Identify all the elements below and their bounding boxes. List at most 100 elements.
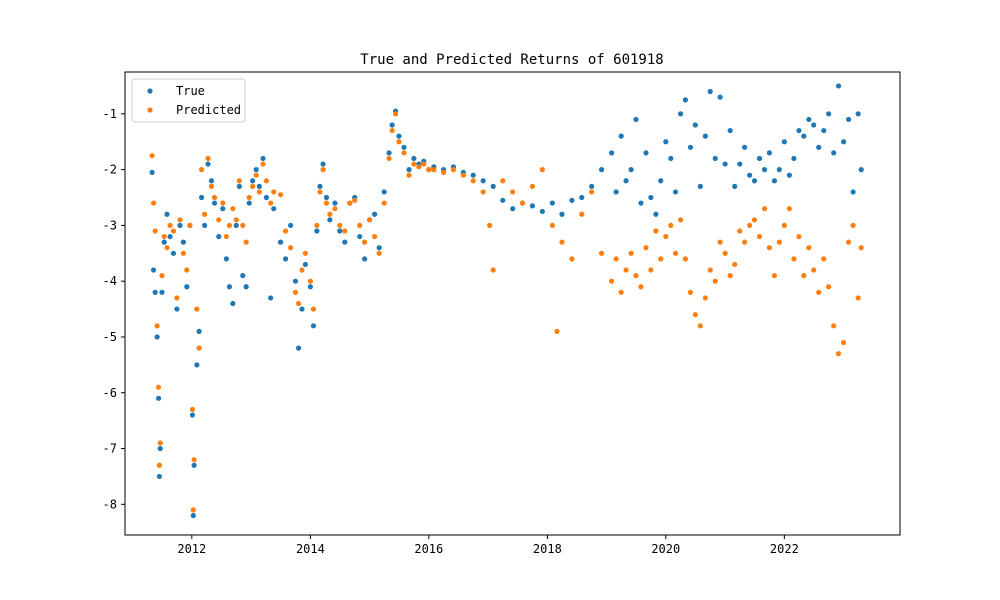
point-predicted <box>751 217 758 223</box>
point-true <box>177 222 183 229</box>
point-true <box>323 194 330 201</box>
point-predicted <box>302 250 308 256</box>
point-true <box>845 116 852 123</box>
point-predicted <box>167 222 173 229</box>
point-true <box>470 172 476 178</box>
point-true <box>282 256 289 262</box>
point-predicted <box>376 250 382 256</box>
point-true <box>732 183 738 189</box>
point-predicted <box>850 222 856 229</box>
point-true <box>320 161 326 167</box>
point-predicted <box>381 200 387 206</box>
y-axis: -8 -7 -6 -5 -4 -3 -2 -1 <box>103 107 125 511</box>
point-true <box>233 222 239 229</box>
point-true <box>288 222 294 229</box>
point-true <box>310 323 317 329</box>
point-true <box>816 144 822 150</box>
point-predicted <box>529 183 536 189</box>
y-tick-label: -1 <box>103 107 117 121</box>
point-true <box>643 150 649 156</box>
point-predicted <box>208 183 215 189</box>
point-true <box>327 217 333 223</box>
point-true <box>220 206 226 212</box>
point-true <box>174 306 180 312</box>
point-predicted <box>426 167 432 173</box>
x-axis: 2012 2014 2016 2018 2020 2022 <box>177 535 799 556</box>
point-true <box>747 172 753 178</box>
plot-frame <box>124 71 901 536</box>
point-true <box>161 239 167 245</box>
point-true <box>677 111 684 117</box>
point-true <box>198 194 205 201</box>
point-predicted <box>845 239 852 245</box>
point-true <box>342 239 348 245</box>
x-tick-label: 2014 <box>296 542 325 556</box>
point-predicted <box>826 284 832 290</box>
point-predicted <box>205 155 211 162</box>
y-tick-label: -3 <box>103 218 117 232</box>
point-true <box>337 228 343 234</box>
point-predicted <box>233 217 239 223</box>
point-predicted <box>598 250 605 256</box>
point-true <box>205 161 211 167</box>
point-predicted <box>357 222 363 229</box>
point-true <box>314 228 320 234</box>
point-predicted <box>440 169 447 176</box>
point-predicted <box>314 222 320 229</box>
point-predicted <box>722 250 728 256</box>
point-true <box>149 169 155 176</box>
point-true <box>389 122 395 128</box>
point-predicted <box>236 178 242 184</box>
point-predicted <box>268 200 274 206</box>
point-true <box>277 239 284 245</box>
point-true <box>317 183 323 189</box>
point-true <box>226 284 233 290</box>
point-predicted <box>256 189 262 195</box>
point-predicted <box>159 273 165 279</box>
point-predicted <box>392 111 399 117</box>
point-predicted <box>732 261 738 268</box>
point-true <box>771 178 778 184</box>
point-true <box>357 233 363 240</box>
point-predicted <box>230 206 236 212</box>
point-true <box>372 211 378 217</box>
point-predicted <box>184 267 190 273</box>
point-predicted <box>152 228 158 234</box>
point-true <box>332 200 338 206</box>
point-true <box>152 289 158 295</box>
point-true <box>638 200 644 206</box>
x-tick-label: 2020 <box>651 542 680 556</box>
point-true <box>250 178 256 184</box>
legend-label-true: True <box>176 84 205 98</box>
point-true <box>858 167 864 173</box>
point-predicted <box>277 192 284 198</box>
point-true <box>653 211 659 217</box>
point-true <box>490 183 496 189</box>
point-predicted <box>816 289 822 295</box>
point-true <box>154 334 160 340</box>
point-predicted <box>191 457 197 463</box>
y-tick-label: -8 <box>103 497 117 511</box>
point-predicted <box>327 211 333 217</box>
point-true <box>184 284 190 290</box>
point-predicted <box>292 289 299 295</box>
point-predicted <box>396 139 402 145</box>
point-predicted <box>579 211 585 217</box>
x-tick-label: 2022 <box>770 542 799 556</box>
point-predicted <box>299 267 305 273</box>
point-predicted <box>263 178 270 184</box>
legend-marker-predicted <box>147 107 153 113</box>
point-true <box>855 111 861 117</box>
legend-marker-true <box>147 88 153 94</box>
point-true <box>240 273 246 279</box>
y-tick-label: -2 <box>103 163 117 177</box>
point-true <box>801 133 807 139</box>
point-true <box>623 178 629 184</box>
point-true <box>598 167 605 173</box>
point-predicted <box>821 256 827 262</box>
point-predicted <box>692 312 698 318</box>
point-predicted <box>323 200 330 206</box>
point-predicted <box>549 222 556 229</box>
